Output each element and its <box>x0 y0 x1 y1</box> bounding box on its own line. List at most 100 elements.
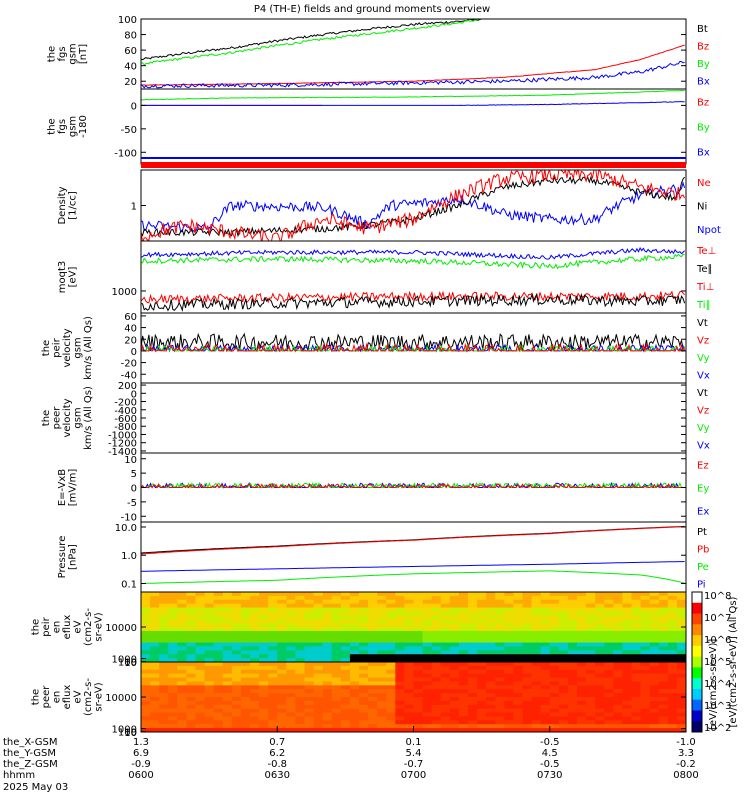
panel-ylabel: thepeerenefluxeV(cm2-s-sr-eV) <box>31 678 105 716</box>
spectrogram-cell <box>404 634 415 640</box>
spectrogram-cell <box>558 700 569 706</box>
spectrogram-cell <box>177 673 188 679</box>
spectrogram-cell <box>386 665 396 671</box>
spectrogram-cell <box>295 603 306 609</box>
spectrogram-cell <box>368 669 378 675</box>
spectrogram-cell <box>313 689 324 694</box>
spectrogram-cell <box>386 650 396 655</box>
spectrogram-cell <box>340 615 351 620</box>
spectrogram-cell <box>422 704 433 710</box>
spectrogram-cell <box>477 697 487 702</box>
spectrogram-cell <box>413 700 424 706</box>
spectrogram-cell <box>250 685 260 690</box>
spectrogram-cell <box>577 669 587 675</box>
spectrogram-cell <box>322 603 333 609</box>
spectrogram-cell <box>168 623 178 628</box>
spectrogram-cell <box>395 673 406 679</box>
colorbar-step <box>692 699 702 711</box>
spectrogram-cell <box>204 665 215 671</box>
spectrogram-cell <box>586 700 596 706</box>
spectrogram-cell <box>676 615 686 620</box>
ytick-label: 0 <box>131 484 137 495</box>
spectrogram-cell <box>649 630 660 636</box>
spectrogram-cell <box>177 654 188 659</box>
spectrogram-cell <box>522 665 533 671</box>
spectrogram-cell <box>586 634 596 640</box>
spectrogram-cell <box>649 623 660 628</box>
ylabel-line: fgs <box>57 119 68 134</box>
spectrogram-cell <box>395 595 406 601</box>
spectrogram-cell <box>658 662 669 667</box>
spectrogram-cell <box>676 592 686 597</box>
spectrogram-cell <box>495 704 505 710</box>
spectrogram-cell <box>259 599 269 605</box>
spectrogram-cell <box>631 665 642 671</box>
spectrogram-cell <box>413 662 424 667</box>
spectrogram-cell <box>304 669 315 675</box>
spectrogram-cell <box>631 646 642 651</box>
spectrogram-cell <box>558 720 569 725</box>
spectrogram-cell <box>268 677 278 683</box>
spectrogram-cell <box>141 607 151 613</box>
spectrogram-cell <box>567 650 578 655</box>
spectrogram-cell <box>186 603 197 609</box>
spectrogram-cell <box>331 611 342 616</box>
spectrogram-cell <box>549 642 560 648</box>
spectrogram-cell <box>213 673 224 679</box>
spectrogram-cell <box>667 599 678 605</box>
spectrogram-cell <box>195 646 206 651</box>
spectrogram-cell <box>513 630 524 636</box>
spectrogram-cell <box>540 615 551 620</box>
spectrogram-cell <box>340 685 351 690</box>
spectrogram-cell <box>495 646 505 651</box>
spectrogram-cell <box>658 654 669 659</box>
series-group <box>141 170 686 241</box>
spectrogram-cell <box>404 592 415 597</box>
spectrogram-cell <box>486 642 496 648</box>
spectrogram-cell <box>213 681 224 686</box>
spectrogram-cell <box>658 716 669 721</box>
spectrogram-cell <box>204 623 215 628</box>
ytick-label: 1000 <box>112 655 137 666</box>
spectrogram-cell <box>286 700 297 706</box>
spectrogram-cell <box>522 611 533 616</box>
spectrogram-cell <box>413 669 424 675</box>
spectrogram-cell <box>604 595 614 601</box>
spectrogram-cell <box>595 708 605 714</box>
spectrogram-cell <box>349 627 360 632</box>
spectrogram-cell <box>458 658 469 662</box>
spectrogram-cell <box>431 673 442 679</box>
spectrogram-cell <box>486 654 496 659</box>
spectrogram-cell <box>477 693 487 698</box>
spectrogram-cell <box>595 720 605 725</box>
spectrogram-cell <box>340 724 351 729</box>
spectrogram-cell <box>268 681 278 686</box>
spectrogram-cell <box>250 611 260 616</box>
spectrogram-cell <box>486 638 496 644</box>
spectrogram-cell <box>431 697 442 702</box>
spectrogram-cell <box>213 677 224 683</box>
spectrogram-cell <box>222 700 233 706</box>
spectrogram-cell <box>440 623 451 628</box>
spectrogram-cell <box>477 665 487 671</box>
spectrogram-cell <box>322 689 333 694</box>
spectrogram-cell <box>586 720 596 725</box>
spectrogram-cell <box>586 611 596 616</box>
spectrogram-cell <box>304 708 315 714</box>
ylabel-line: (cm2-s- <box>83 678 94 716</box>
spectrogram-cell <box>676 642 686 648</box>
spectrogram-cell <box>586 697 596 702</box>
spectrogram-cell <box>222 724 233 729</box>
spectrogram-cell <box>168 685 178 690</box>
spectrogram-cell <box>240 603 251 609</box>
spectrogram-cell <box>304 704 315 710</box>
spectrogram-cell <box>386 615 396 620</box>
spectrogram-cell <box>649 720 660 725</box>
spectrogram-cell <box>304 673 315 679</box>
spectrogram-cell <box>322 708 333 714</box>
ylabel-line: peir <box>41 616 52 636</box>
spectrogram-cell <box>549 592 560 597</box>
legend-label: Vy <box>697 423 710 434</box>
spectrogram-cell <box>513 693 524 698</box>
spectrogram-cell <box>413 592 424 597</box>
